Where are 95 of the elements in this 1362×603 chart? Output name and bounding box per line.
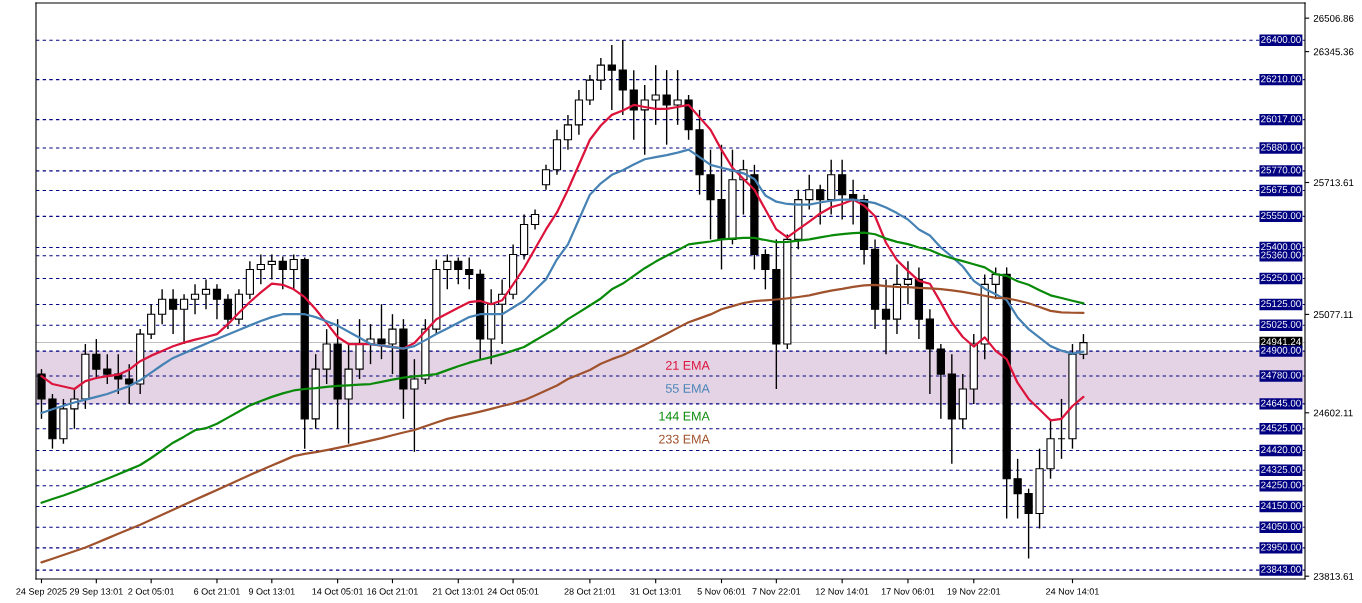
candlestick <box>596 57 605 91</box>
candlestick <box>190 283 200 315</box>
candlestick <box>1013 458 1022 520</box>
candlestick <box>201 278 211 310</box>
y-tick-label: 26345.36 <box>1313 48 1354 56</box>
candlestick <box>838 159 847 221</box>
ref-line-label: 24420.00 <box>1261 446 1301 454</box>
x-tick-label: 24 Sep 2025 <box>16 588 67 597</box>
candlestick <box>991 266 1000 300</box>
candlestick <box>256 253 265 286</box>
candlestick <box>541 164 551 191</box>
ref-line-label: 25250.00 <box>1261 274 1301 282</box>
x-tick-label: 21 Oct 13:01 <box>432 588 484 595</box>
x-tick-label: 9 Oct 13:01 <box>248 588 295 595</box>
ref-line-label: 24645.00 <box>1261 399 1301 407</box>
candlestick <box>629 69 638 141</box>
ref-line-label: 24525.00 <box>1261 424 1301 432</box>
y-tick-label: 25077.11 <box>1313 311 1353 319</box>
ref-line-label: 24325.00 <box>1261 465 1301 473</box>
candlestick <box>607 44 616 111</box>
text: 233 EMA <box>659 434 710 444</box>
candlestick <box>377 303 386 360</box>
x-tick-label: 7 Nov 22:01 <box>752 588 801 595</box>
y-tick-label: 24602.11 <box>1313 409 1353 417</box>
candlestick <box>212 283 222 320</box>
candlestick <box>454 256 463 286</box>
ref-line-label: 25025.00 <box>1261 320 1301 328</box>
candlestick <box>1024 487 1033 560</box>
y-tick-label: 25713.61 <box>1313 179 1354 187</box>
candlestick <box>651 64 660 126</box>
x-tick-label: 2 Oct 05:01 <box>128 588 175 595</box>
candlestick <box>267 253 276 281</box>
x-tick-label: 6 Oct 21:01 <box>194 588 240 595</box>
x-tick-label: 24 Nov 14:01 <box>1046 588 1099 595</box>
y-tick-label: 26506.86 <box>1313 14 1354 22</box>
line-series <box>40 231 1085 504</box>
ref-line-label: 24150.00 <box>1261 502 1301 510</box>
y-tick-label: 23813.61 <box>1313 572 1354 580</box>
x-tick-label: 19 Nov 22:01 <box>947 588 1001 595</box>
candlestick <box>903 260 913 305</box>
candlestick <box>147 303 156 340</box>
x-tick-label: 28 Oct 21:01 <box>564 588 616 595</box>
ref-line-label: 25770.00 <box>1261 166 1301 174</box>
candlestick <box>563 114 573 151</box>
ref-line-label: 25400.00 <box>1261 243 1301 251</box>
candlestick <box>618 39 627 116</box>
candlestick <box>816 184 825 226</box>
ref-line-label: 24900.00 <box>1261 346 1301 354</box>
ref-line-label: 25880.00 <box>1261 143 1301 151</box>
candlestick <box>103 353 112 385</box>
candlestick <box>881 278 891 355</box>
ref-line-label: 24250.00 <box>1261 481 1301 489</box>
candlestick <box>1079 333 1088 360</box>
candlestick <box>410 358 419 453</box>
candlestick <box>158 288 167 325</box>
x-tick-label: 12 Nov 14:01 <box>815 588 869 595</box>
ref-line-label: 25360.00 <box>1261 251 1301 259</box>
ref-line-label: 23950.00 <box>1261 543 1301 551</box>
candlestick <box>530 208 540 231</box>
x-tick-label: 17 Nov 06:01 <box>881 588 935 595</box>
candlestick <box>805 174 814 211</box>
text: 55 EMA <box>665 384 710 393</box>
x-tick-label: 29 Sep 13:01 <box>69 588 123 597</box>
candlestick <box>662 69 671 146</box>
candlestick <box>223 293 233 330</box>
ref-line-label: 24050.00 <box>1261 522 1301 530</box>
candlestick <box>388 313 397 375</box>
ref-line-label: 24780.00 <box>1261 371 1301 379</box>
candlestick <box>92 338 101 380</box>
x-tick-label: 31 Oct 13:01 <box>630 588 682 595</box>
x-tick-label: 16 Oct 21:01 <box>367 588 418 595</box>
ref-line-label: 25675.00 <box>1261 186 1301 194</box>
ref-line-label: 26400.00 <box>1261 36 1301 43</box>
x-tick-label: 14 Oct 05:01 <box>312 588 364 595</box>
candlestick <box>125 363 134 405</box>
ref-line-label: 25550.00 <box>1261 212 1301 220</box>
candlestick <box>761 248 770 291</box>
candlestick <box>585 74 595 106</box>
candlestick <box>465 256 474 291</box>
text: 21 EMA <box>666 360 710 370</box>
candlestick <box>673 69 682 126</box>
ref-line-label: 26017.00 <box>1261 115 1301 123</box>
ref-line-label: 26210.00 <box>1261 75 1301 83</box>
candlestick <box>168 288 178 335</box>
ref-line-label: 25125.00 <box>1261 300 1301 308</box>
line-series <box>40 283 1085 564</box>
candlestick <box>289 253 298 291</box>
x-tick-label: 24 Oct 05:01 <box>487 588 539 595</box>
candlestick <box>443 253 452 291</box>
ref-line-label: 23843.00 <box>1261 565 1301 573</box>
candlestick <box>278 255 287 291</box>
ref-line-label: 24941.24 <box>1261 338 1301 346</box>
text: 144 EMA <box>659 411 710 421</box>
candlestick <box>179 293 189 345</box>
x-tick-label: 5 Nov 06:01 <box>697 588 746 595</box>
